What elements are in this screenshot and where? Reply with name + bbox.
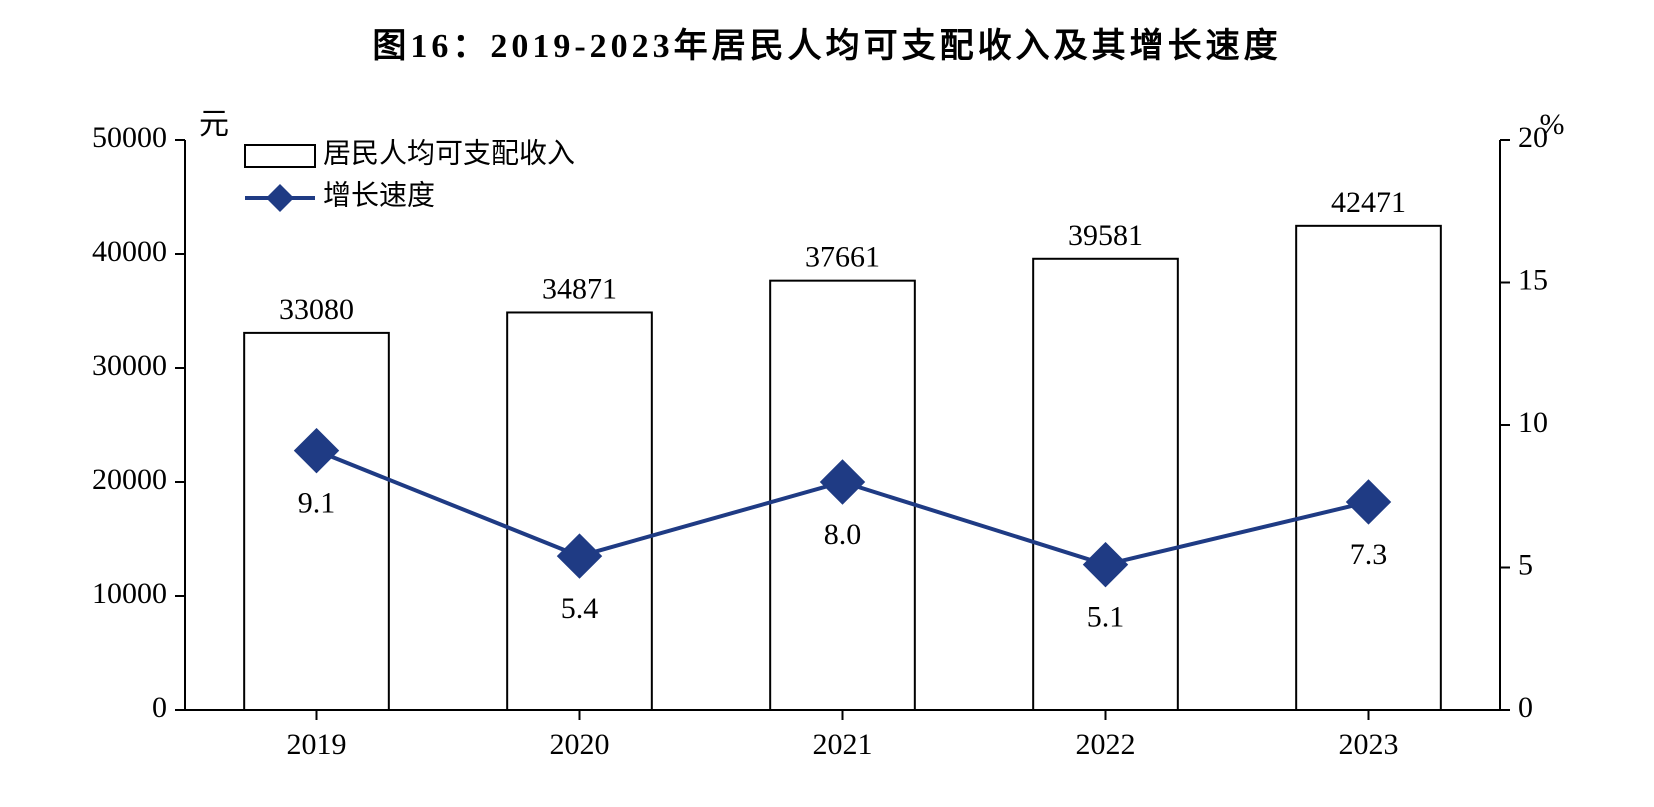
bar-value-label: 37661: [805, 241, 880, 274]
y-left-tick-label: 0: [152, 691, 167, 724]
x-category-label: 2021: [813, 728, 873, 761]
line-value-label: 5.4: [561, 592, 599, 625]
y-left-tick-label: 10000: [92, 577, 167, 610]
y-left-tick-label: 30000: [92, 349, 167, 382]
line-value-label: 8.0: [824, 518, 862, 551]
line-value-label: 5.1: [1087, 601, 1125, 634]
y-left-tick-label: 40000: [92, 235, 167, 268]
y-right-tick-label: 10: [1518, 406, 1548, 439]
legend-line-marker: [266, 184, 294, 212]
combo-chart: 01000020000300004000050000元05101520%2019…: [0, 0, 1654, 807]
y-left-tick-label: 50000: [92, 121, 167, 154]
line-value-label: 9.1: [298, 487, 336, 520]
bar-value-label: 39581: [1068, 219, 1143, 252]
legend-line-label: 增长速度: [323, 179, 435, 211]
bar-value-label: 42471: [1331, 186, 1406, 219]
y-right-tick-label: 5: [1518, 548, 1533, 581]
bar-value-label: 34871: [542, 272, 617, 305]
legend-bar-label: 居民人均可支配收入: [323, 137, 575, 169]
line-value-label: 7.3: [1350, 538, 1388, 571]
y-right-tick-label: 15: [1518, 263, 1548, 296]
bar: [507, 312, 652, 710]
bar-value-label: 33080: [279, 293, 354, 326]
y-right-tick-label: 0: [1518, 691, 1533, 724]
chart-title: 图16：2019-2023年居民人均可支配收入及其增长速度: [0, 18, 1654, 67]
x-category-label: 2022: [1076, 728, 1136, 761]
x-category-label: 2023: [1339, 728, 1399, 761]
bar: [244, 333, 389, 710]
y-right-unit-label: %: [1540, 108, 1565, 141]
bar: [1296, 226, 1441, 710]
y-left-unit-label: 元: [199, 108, 229, 141]
bar: [1033, 259, 1178, 710]
x-category-label: 2020: [550, 728, 610, 761]
legend-bar-swatch: [245, 145, 315, 167]
y-left-tick-label: 20000: [92, 463, 167, 496]
x-category-label: 2019: [287, 728, 347, 761]
